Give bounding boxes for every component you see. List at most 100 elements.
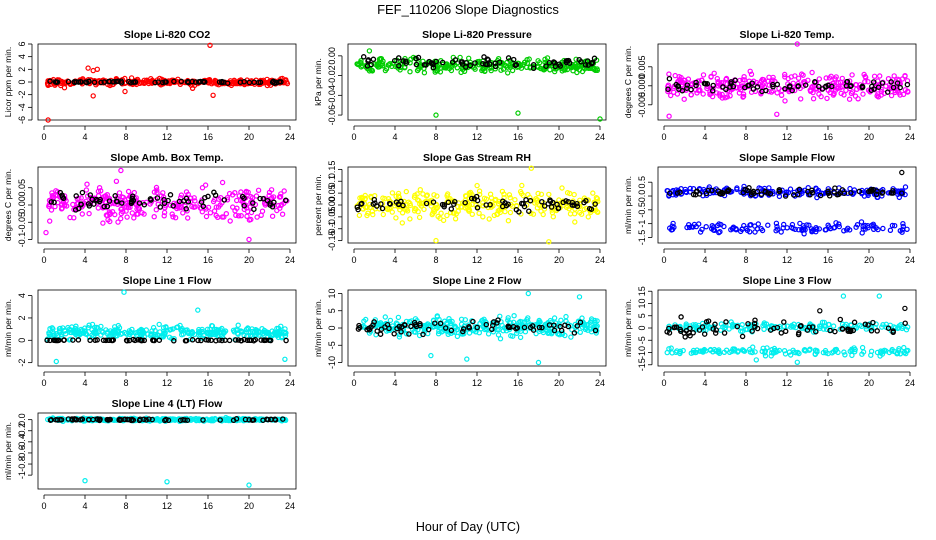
- data-point: [78, 79, 84, 85]
- data-point: [825, 87, 832, 94]
- data-point: [832, 224, 838, 231]
- data-point: [796, 186, 803, 193]
- data-point: [782, 74, 788, 80]
- data-point: [558, 317, 564, 323]
- data-point: [587, 319, 594, 325]
- data-point: [687, 189, 693, 195]
- data-point: [522, 59, 528, 66]
- data-point: [521, 319, 528, 325]
- data-point: [692, 191, 699, 198]
- data-point: [816, 323, 823, 329]
- y-axis-label: ml/min per min.: [623, 176, 633, 234]
- data-point: [161, 209, 168, 216]
- data-point: [875, 94, 882, 100]
- data-point: [154, 195, 161, 201]
- data-point: [518, 65, 525, 71]
- data-point: [452, 216, 459, 222]
- data-point: [846, 96, 853, 102]
- data-point: [712, 330, 719, 336]
- data-point: [48, 417, 54, 423]
- data-point: [412, 329, 419, 335]
- data-point: [132, 79, 139, 85]
- data-point: [127, 79, 134, 86]
- data-point: [424, 322, 430, 328]
- data-point: [539, 198, 545, 205]
- data-point: [101, 203, 107, 210]
- data-point: [105, 217, 111, 223]
- data-point: [428, 352, 434, 359]
- data-point: [870, 221, 877, 227]
- x-tick-label: 16: [513, 378, 523, 388]
- data-point: [154, 189, 160, 196]
- data-point: [156, 337, 163, 343]
- panel-title: Slope Li-820 CO2: [124, 29, 211, 41]
- data-point: [809, 187, 815, 194]
- data-point: [769, 346, 775, 353]
- data-point: [475, 59, 481, 65]
- data-point: [765, 78, 772, 85]
- y-tick-label: -15: [637, 358, 647, 371]
- data-point: [484, 326, 490, 333]
- data-point: [157, 204, 164, 210]
- data-point: [714, 75, 721, 82]
- data-point: [672, 72, 678, 79]
- data-point: [752, 229, 758, 235]
- data-point: [690, 191, 697, 198]
- data-point: [762, 350, 768, 356]
- data-point: [546, 322, 553, 328]
- data-point: [816, 83, 822, 90]
- data-point: [754, 188, 761, 195]
- data-point: [758, 191, 765, 197]
- y-tick-label: -0.4: [17, 434, 27, 450]
- data-point: [840, 293, 847, 299]
- series-2: [360, 54, 598, 72]
- data-point: [203, 417, 209, 423]
- data-point: [143, 327, 149, 333]
- data-point: [734, 323, 741, 330]
- data-point: [432, 320, 438, 326]
- series-2: [47, 78, 284, 86]
- data-point: [70, 337, 76, 343]
- data-point: [91, 79, 98, 86]
- data-point: [879, 80, 886, 86]
- data-point: [82, 478, 88, 484]
- data-point: [152, 79, 158, 86]
- data-point: [467, 62, 474, 69]
- data-point: [202, 194, 208, 201]
- data-point: [687, 332, 693, 339]
- data-point: [151, 337, 158, 344]
- data-point: [734, 185, 740, 191]
- data-point: [192, 198, 198, 204]
- data-point: [694, 90, 700, 96]
- x-tick-label: 20: [244, 132, 254, 142]
- data-point: [466, 323, 472, 330]
- data-point: [491, 212, 497, 219]
- data-point: [858, 219, 865, 225]
- data-point: [780, 225, 786, 231]
- y-tick-label: 0.000: [637, 75, 647, 98]
- data-point: [378, 320, 384, 326]
- data-point: [267, 202, 273, 208]
- data-point: [374, 63, 380, 69]
- x-tick-label: 12: [162, 501, 172, 511]
- data-point: [571, 63, 577, 69]
- data-point: [433, 237, 439, 244]
- panel-title: Slope Sample Flow: [739, 152, 836, 164]
- data-point: [705, 187, 712, 194]
- data-point: [721, 223, 727, 230]
- data-point: [387, 317, 394, 324]
- data-point: [765, 222, 771, 228]
- data-point: [715, 78, 721, 85]
- panel-5: Slope Gas Stream RH 0 4 8 12 16 20 24 -0.15-0.1-…: [313, 152, 607, 265]
- data-point: [905, 88, 911, 95]
- data-point: [496, 59, 503, 65]
- data-point: [856, 188, 863, 195]
- data-point: [200, 417, 206, 423]
- data-point: [94, 66, 101, 73]
- data-point: [692, 324, 699, 330]
- x-tick-label: 20: [864, 132, 874, 142]
- data-point: [266, 337, 273, 344]
- data-point: [797, 220, 803, 227]
- data-point: [125, 204, 132, 210]
- data-point: [870, 319, 876, 326]
